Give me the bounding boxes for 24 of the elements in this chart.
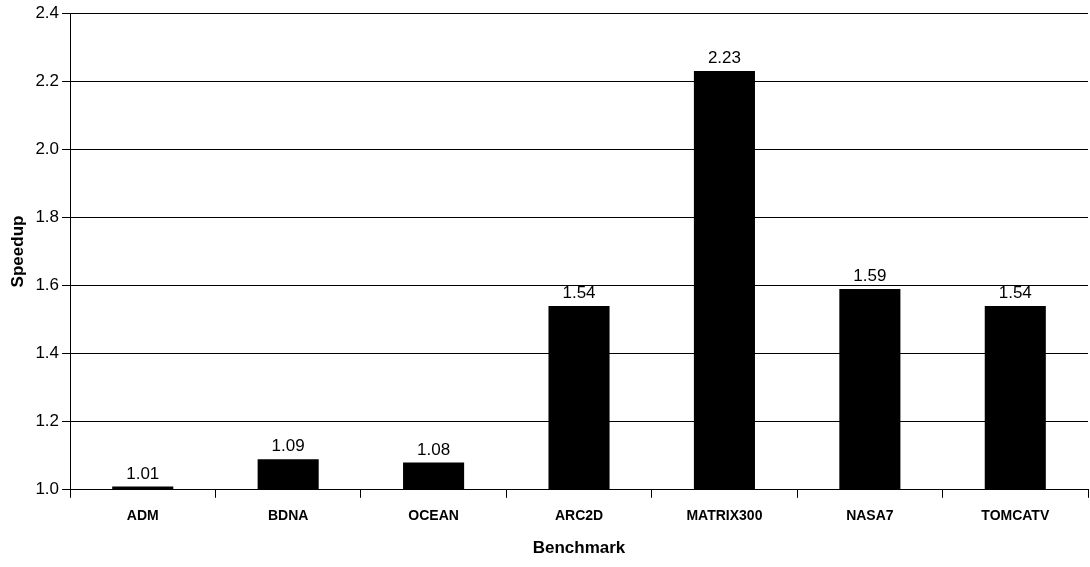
x-tick-label: OCEAN [408,507,459,524]
data-label: 2.23 [707,48,741,68]
data-label: 1.09 [271,436,305,456]
x-tick-label: BDNA [267,507,309,524]
x-axis-title: Benchmark [532,538,626,558]
data-label: 1.08 [417,439,451,459]
y-tick-label: 1.6 [35,275,60,295]
x-tick-label: NASA7 [846,507,894,524]
y-tick-label: 1.2 [35,411,60,431]
y-tick-label: 1.8 [35,207,60,227]
y-tick-label: 2.0 [35,139,60,159]
x-tick-label: ARC2D [554,507,604,524]
x-tick-label: MATRIX300 [686,507,763,524]
y-axis-title: Speedup [7,215,27,288]
data-label: 1.01 [126,463,160,483]
y-tick-label: 2.4 [35,2,60,22]
y-tick-label: 2.2 [35,70,60,90]
x-tick-label: TOMCATV [981,507,1050,524]
data-label: 1.54 [562,283,596,303]
data-label: 1.59 [853,266,887,286]
y-tick-label: 1.4 [35,343,60,363]
y-tick-label: 1.0 [35,479,60,499]
data-label: 1.54 [998,283,1032,303]
x-tick-label: ADM [126,507,159,524]
